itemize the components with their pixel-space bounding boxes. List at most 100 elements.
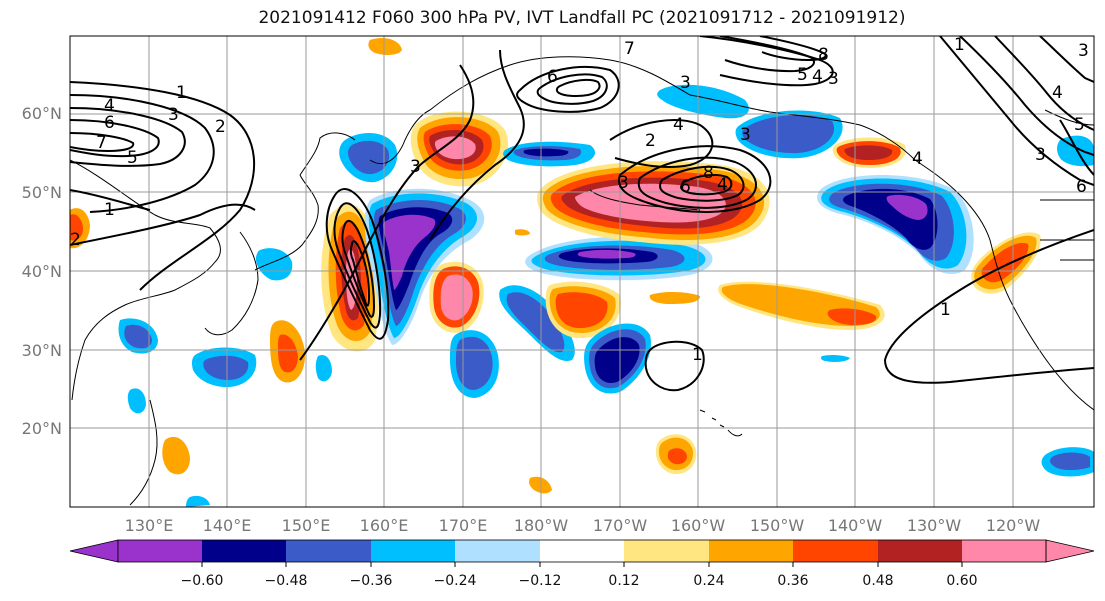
pv-ne-5: [1059, 119, 1094, 176]
map-title: 2021091412 F060 300 hPa PV, IVT Landfall…: [258, 8, 906, 28]
lat-label: 50°N: [21, 183, 62, 202]
contour-label: 4: [717, 175, 728, 195]
colorbar-extend-min: [69, 539, 119, 563]
contour-label: 1: [954, 35, 965, 55]
lon-label: 120°W: [985, 516, 1041, 535]
lon-label: 180°W: [513, 516, 569, 535]
colorbar-tick-label: 0.12: [608, 573, 640, 589]
asia-coast: [70, 159, 221, 401]
lon-label: 130°W: [906, 516, 962, 535]
colorbar-tick-label: −0.36: [349, 573, 393, 589]
lon-label: 140°W: [827, 516, 883, 535]
contour-label: 3: [618, 173, 629, 193]
contour-label: 2: [215, 117, 226, 137]
pv-west-1: [70, 203, 256, 246]
colorbar-tick-label: 0.36: [777, 573, 809, 589]
pv-ne-4: [1039, 36, 1094, 83]
colorbar-outline: [117, 539, 1047, 563]
pv-bering-3: [555, 78, 601, 98]
lon-label: 150°W: [749, 516, 805, 535]
contour-label: 6: [680, 177, 691, 197]
contour-label: 6: [104, 113, 115, 133]
contour-label: 7: [624, 39, 635, 59]
contour-label: 1: [176, 83, 187, 103]
colorbar-tick-label: −0.48: [264, 573, 308, 589]
pv-arctic-3: [759, 36, 827, 62]
contour-label: 7: [96, 133, 107, 153]
hawaii-chain: [699, 409, 725, 428]
pv-arctic-1: [699, 36, 834, 87]
canada-border: [1044, 109, 1094, 126]
colorbar-segment: [878, 540, 962, 562]
pv-trough-2: [333, 202, 382, 329]
map-frame: [69, 35, 1095, 508]
pv-bering-2: [536, 73, 608, 105]
contour-label: 4: [1052, 83, 1063, 103]
lat-label: 30°N: [21, 341, 62, 360]
colorbar-tick-label: 0.48: [862, 573, 894, 589]
colorbar-segment: [371, 540, 455, 562]
kuril-coast: [299, 132, 356, 176]
lon-label: 170°E: [438, 516, 488, 535]
pv-west-2: [70, 189, 151, 211]
lon-label: 130°E: [124, 516, 174, 535]
pv-low-4: [680, 173, 733, 196]
contour-label: 8: [703, 163, 714, 183]
pv-low-2: [637, 156, 758, 209]
contour-label: 5: [127, 148, 138, 168]
contour-label: 1: [940, 300, 951, 320]
pv-long-2: [429, 49, 525, 241]
contour-label: 3: [168, 105, 179, 125]
hawaii: [727, 429, 743, 437]
colorbar-segment: [286, 540, 371, 562]
contour-label: 5: [1074, 115, 1085, 135]
contour-label: 4: [673, 115, 684, 135]
pv-contour-1: [70, 81, 256, 291]
contour-label: 8: [818, 45, 829, 65]
colorbar-tick-label: −0.24: [433, 573, 477, 589]
pv-ridge-1: [609, 119, 714, 168]
korea-coast: [204, 231, 259, 336]
contour-label: 3: [1078, 41, 1089, 61]
pv-ne-3: [994, 36, 1094, 131]
contour-label: 2: [645, 131, 656, 151]
lon-label: 140°E: [202, 516, 252, 535]
colorbar-segment: [540, 540, 624, 562]
pv-low-3: [659, 165, 745, 202]
colorbar-segment: [962, 540, 1046, 562]
lat-label: 40°N: [21, 262, 62, 281]
graticule: [70, 36, 1094, 507]
us-borders: [1040, 199, 1094, 261]
colorbar-extend-max: [1045, 539, 1095, 563]
colorbar-segment: [793, 540, 878, 562]
colorbar-tick-label: −0.12: [518, 573, 562, 589]
colorbar-segment: [202, 540, 286, 562]
pv-arctic-2: [719, 36, 815, 73]
aleutian-chain: [589, 189, 701, 211]
pv-contour-2: [70, 94, 215, 213]
contour-label: 3: [828, 69, 839, 89]
japan-coast: [254, 174, 319, 271]
colorbar: [69, 539, 1095, 567]
pv-ne-1: [939, 36, 1094, 186]
colorbar-segment: [709, 540, 793, 562]
pv-contour-labels: 1 4 6 7 5 3 2 1 2 3 6 7 3 2 3 6 8 4 8 5 …: [70, 35, 1089, 365]
contour-label: 4: [812, 67, 823, 87]
lon-label: 160°W: [670, 516, 726, 535]
contour-label: 3: [680, 73, 691, 93]
lon-label: 160°E: [359, 516, 409, 535]
lon-label: 170°W: [592, 516, 648, 535]
pv-contours: [70, 36, 1094, 392]
pv-trough-1: [325, 188, 390, 340]
lat-label: 60°N: [21, 104, 62, 123]
contour-label: 4: [104, 96, 115, 116]
ivt-pc-shading: [70, 38, 1094, 507]
pv-cutoff: [644, 340, 705, 392]
pv-contour-4: [70, 119, 160, 158]
pv-contour-3: [70, 107, 186, 167]
pv-trough-3: [341, 219, 376, 318]
china-south-coast: [129, 399, 158, 506]
contour-label: 2: [70, 230, 81, 250]
pv-trough-4: [349, 240, 371, 307]
